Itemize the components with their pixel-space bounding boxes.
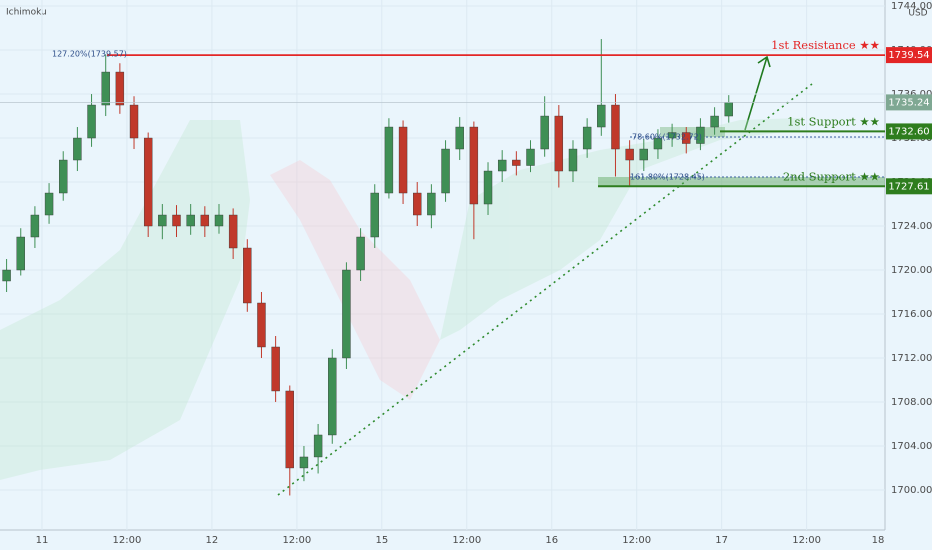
ichimoku-cloud: [0, 118, 800, 480]
candle-body: [30, 214, 40, 238]
price-box: [886, 178, 932, 195]
indicator-label: Ichimoku: [6, 8, 47, 18]
x-tick-label: 15: [375, 535, 388, 546]
candle-body: [540, 115, 549, 150]
candle-body: [597, 104, 606, 128]
x-tick-label: 12:00: [792, 535, 821, 546]
y-tick-label: 1716.00: [891, 309, 932, 320]
candle-body: [243, 247, 252, 304]
candle-body: [611, 104, 620, 150]
candle-body: [115, 71, 125, 106]
candle-body: [427, 192, 436, 216]
x-tick-label: 12:00: [282, 535, 311, 546]
candle-body: [441, 148, 450, 194]
price-box: [886, 94, 932, 111]
candle-body: [186, 214, 195, 227]
candle-body: [356, 236, 365, 271]
x-tick-label: 12:00: [113, 535, 142, 546]
candle-body: [653, 137, 663, 150]
y-tick-label: 1720.00: [891, 265, 932, 276]
candle-body: [370, 192, 379, 238]
candle-body: [285, 390, 294, 469]
candle-body: [59, 159, 68, 194]
price-box: [886, 123, 932, 140]
candle-body: [384, 126, 394, 194]
candle-body: [398, 126, 408, 194]
candle-body: [158, 214, 167, 227]
x-tick-label: 11: [36, 535, 49, 546]
price-label: 1735.24: [888, 97, 929, 108]
candle-body: [172, 214, 181, 227]
candle-body: [228, 214, 238, 249]
arrow: [744, 55, 771, 131]
candle-body: [257, 302, 266, 348]
x-tick-label: 12: [206, 535, 219, 546]
candle-body: [554, 115, 564, 172]
x-tick-label: 18: [872, 535, 885, 546]
y-tick-label: 1708.00: [891, 397, 932, 408]
candle-body: [87, 104, 96, 139]
candle-body: [667, 132, 677, 139]
level-name: 1st Support ★★: [787, 114, 880, 128]
candle-body: [313, 434, 323, 458]
y-tick-label: 1700.00: [891, 485, 932, 496]
level-name: 2nd Support ★★: [783, 169, 880, 183]
cloud-bull: [0, 120, 250, 480]
fib-label: 78.60%(1732.72): [632, 133, 702, 142]
candle-body: [682, 132, 691, 144]
price-box: [886, 47, 932, 64]
y-tick-label: 1744.00: [891, 1, 932, 12]
candle-body: [214, 214, 224, 227]
x-tick-label: 12:00: [452, 535, 481, 546]
fib-label: 161.80%(1728.45): [630, 173, 705, 182]
candle-body: [582, 126, 592, 150]
candle-body: [455, 126, 464, 150]
candle-body: [271, 346, 280, 392]
price-label: 1739.54: [888, 50, 929, 61]
y-tick-label: 1712.00: [891, 353, 932, 364]
support-zone: [660, 127, 725, 137]
y-tick-label: 1704.00: [891, 441, 932, 452]
candle-body: [16, 236, 25, 271]
x-tick-label: 16: [545, 535, 558, 546]
candle-body: [2, 269, 11, 282]
cloud-bear: [270, 160, 440, 400]
x-tick-label: 12:00: [622, 535, 651, 546]
candle-body: [526, 148, 535, 166]
candle-body: [143, 137, 153, 227]
candle-body: [129, 104, 139, 139]
candle-body: [469, 126, 479, 205]
candle-body: [696, 126, 705, 144]
candle-body: [101, 71, 110, 106]
candle-body: [44, 192, 54, 216]
candle-body: [413, 192, 422, 216]
support-zone: [598, 177, 885, 186]
y-tick-label: 1724.00: [891, 221, 932, 232]
price-label: 1732.60: [888, 126, 929, 137]
candle-body: [73, 137, 82, 161]
currency: USD: [908, 9, 927, 19]
candle-body: [328, 357, 337, 436]
price-label: 1727.61: [888, 181, 929, 192]
candle-body: [710, 115, 719, 128]
candle-body: [299, 456, 309, 469]
candle-body: [483, 170, 493, 205]
candle-body: [200, 214, 210, 227]
candle-body: [512, 159, 521, 166]
trendline: [277, 83, 813, 496]
candle-body: [497, 159, 507, 172]
candle-body: [724, 102, 733, 117]
candle-body: [342, 269, 351, 359]
candle-body: [625, 148, 634, 161]
level-name: 1st Resistance ★★: [771, 38, 880, 52]
candle-body: [568, 148, 578, 172]
x-tick-label: 17: [715, 535, 728, 546]
candle-body: [639, 148, 648, 161]
cloud-bull: [440, 118, 800, 340]
fib-label: 127.20%(1739.57): [52, 50, 127, 59]
